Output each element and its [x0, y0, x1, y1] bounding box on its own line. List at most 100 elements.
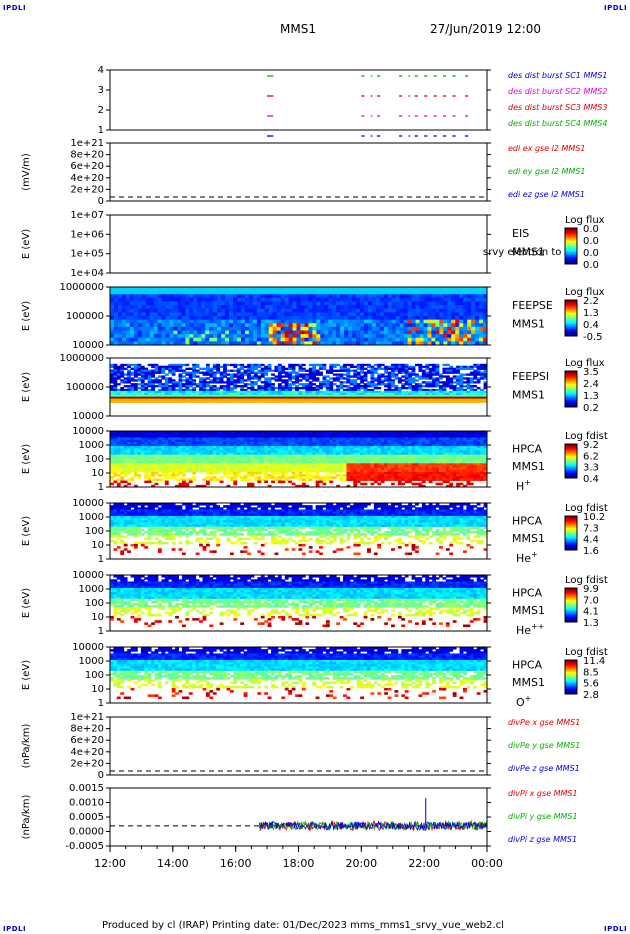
heatmap-cell	[130, 441, 135, 445]
heatmap-cell	[268, 334, 274, 339]
heatmap-cell	[284, 448, 289, 451]
heatmap-cell	[274, 437, 279, 441]
heatmap-cell	[257, 369, 262, 372]
heatmap-cell	[193, 301, 198, 306]
heatmap-cell	[205, 452, 210, 456]
heatmap-cell	[192, 394, 197, 398]
heatmap-cell	[301, 478, 306, 481]
heatmap-cell	[439, 319, 444, 324]
heatmap-cell	[247, 392, 251, 396]
heatmap-cell	[157, 297, 162, 302]
heatmap-cell	[181, 441, 186, 445]
heatmap-cell	[178, 443, 183, 447]
heatmap-cell	[144, 446, 149, 449]
heatmap-cell	[168, 398, 173, 401]
heatmap-cell	[329, 469, 334, 473]
heatmap-cell	[476, 392, 481, 396]
heatmap-cell	[312, 450, 317, 453]
heatmap-cell	[197, 305, 202, 310]
heatmap-cell	[340, 323, 345, 328]
heatmap-cell	[332, 365, 337, 369]
heatmap-cell	[384, 375, 389, 378]
heatmap-cell	[443, 330, 448, 335]
heatmap-cell	[221, 334, 226, 339]
heatmap-cell	[250, 471, 255, 475]
heatmap-cell	[288, 319, 293, 324]
colorbar-segment	[565, 372, 577, 376]
heatmap-cell	[425, 371, 430, 374]
heatmap-cell	[202, 459, 207, 462]
heatmap-cell	[308, 371, 313, 374]
heatmap-cell	[137, 435, 142, 438]
heatmap-cell	[140, 446, 145, 449]
heatmap-cell	[346, 398, 351, 401]
heatmap-cell	[260, 385, 265, 388]
heatmap-cell	[127, 456, 131, 460]
heatmap-cell	[291, 381, 296, 384]
heatmap-cell	[264, 471, 269, 475]
heatmap-cell	[202, 433, 207, 436]
heatmap-cell	[325, 437, 330, 441]
heatmap-cell	[469, 379, 474, 382]
heatmap-cell	[411, 365, 416, 369]
heatmap-cell	[336, 377, 341, 380]
heatmap-cell	[435, 308, 440, 313]
heatmap-cell	[312, 439, 317, 443]
heatmap-cell	[301, 369, 306, 372]
heatmap-cell	[247, 461, 251, 464]
heatmap-cell	[205, 461, 210, 464]
heatmap-cell	[300, 334, 305, 339]
heatmap-cell	[415, 305, 420, 310]
heatmap-cell	[247, 454, 251, 458]
heatmap-cell	[319, 435, 323, 438]
heatmap-cell	[151, 456, 155, 460]
heatmap-cell	[113, 387, 118, 390]
heatmap-cell	[110, 290, 115, 295]
heatmap-cell	[319, 441, 323, 445]
heatmap-cell	[332, 323, 337, 328]
heatmap-cell	[113, 319, 119, 324]
heatmap-cell	[169, 305, 174, 310]
heatmap-cell	[250, 435, 255, 438]
heatmap-cell	[236, 297, 242, 302]
heatmap-cell	[137, 363, 142, 367]
heatmap-cell	[223, 381, 227, 384]
heatmap-cell	[209, 398, 214, 401]
heatmap-cell	[274, 441, 279, 445]
heatmap-cell	[123, 459, 128, 462]
heatmap-cell	[240, 450, 245, 453]
heatmap-cell	[305, 441, 310, 445]
heatmap-cell	[141, 305, 147, 310]
heatmap-cell	[415, 398, 419, 401]
heatmap-cell	[442, 363, 447, 367]
heatmap-cell	[127, 371, 131, 374]
heatmap-cell	[178, 383, 183, 386]
heatmap-cell	[195, 392, 200, 396]
colorbar-segment	[565, 237, 577, 240]
heatmap-cell	[298, 461, 303, 464]
heatmap-cell	[459, 392, 464, 396]
heatmap-cell	[192, 396, 197, 399]
heatmap-cell	[407, 290, 412, 295]
heatmap-cell	[312, 305, 317, 310]
heatmap-cell	[476, 369, 481, 372]
heatmap-cell	[418, 390, 423, 394]
heatmap-cell	[471, 334, 476, 339]
heatmap-cell	[199, 371, 203, 374]
heatmap-cell	[399, 341, 405, 346]
heatmap-cell	[264, 369, 269, 372]
heatmap-cell	[459, 308, 464, 313]
heatmap-cell	[367, 371, 371, 374]
heatmap-cell	[479, 308, 484, 313]
heatmap-cell	[439, 290, 444, 295]
heatmap-cell	[229, 308, 234, 313]
heatmap-cell	[121, 316, 127, 321]
heatmap-cell	[281, 369, 286, 372]
heatmap-cell	[322, 443, 327, 447]
heatmap-cell	[391, 388, 395, 392]
heatmap-cell	[320, 312, 325, 317]
heatmap-cell	[308, 323, 313, 328]
heatmap-cell	[133, 450, 138, 453]
heatmap-cell	[110, 337, 115, 342]
heatmap-cell	[133, 433, 138, 436]
